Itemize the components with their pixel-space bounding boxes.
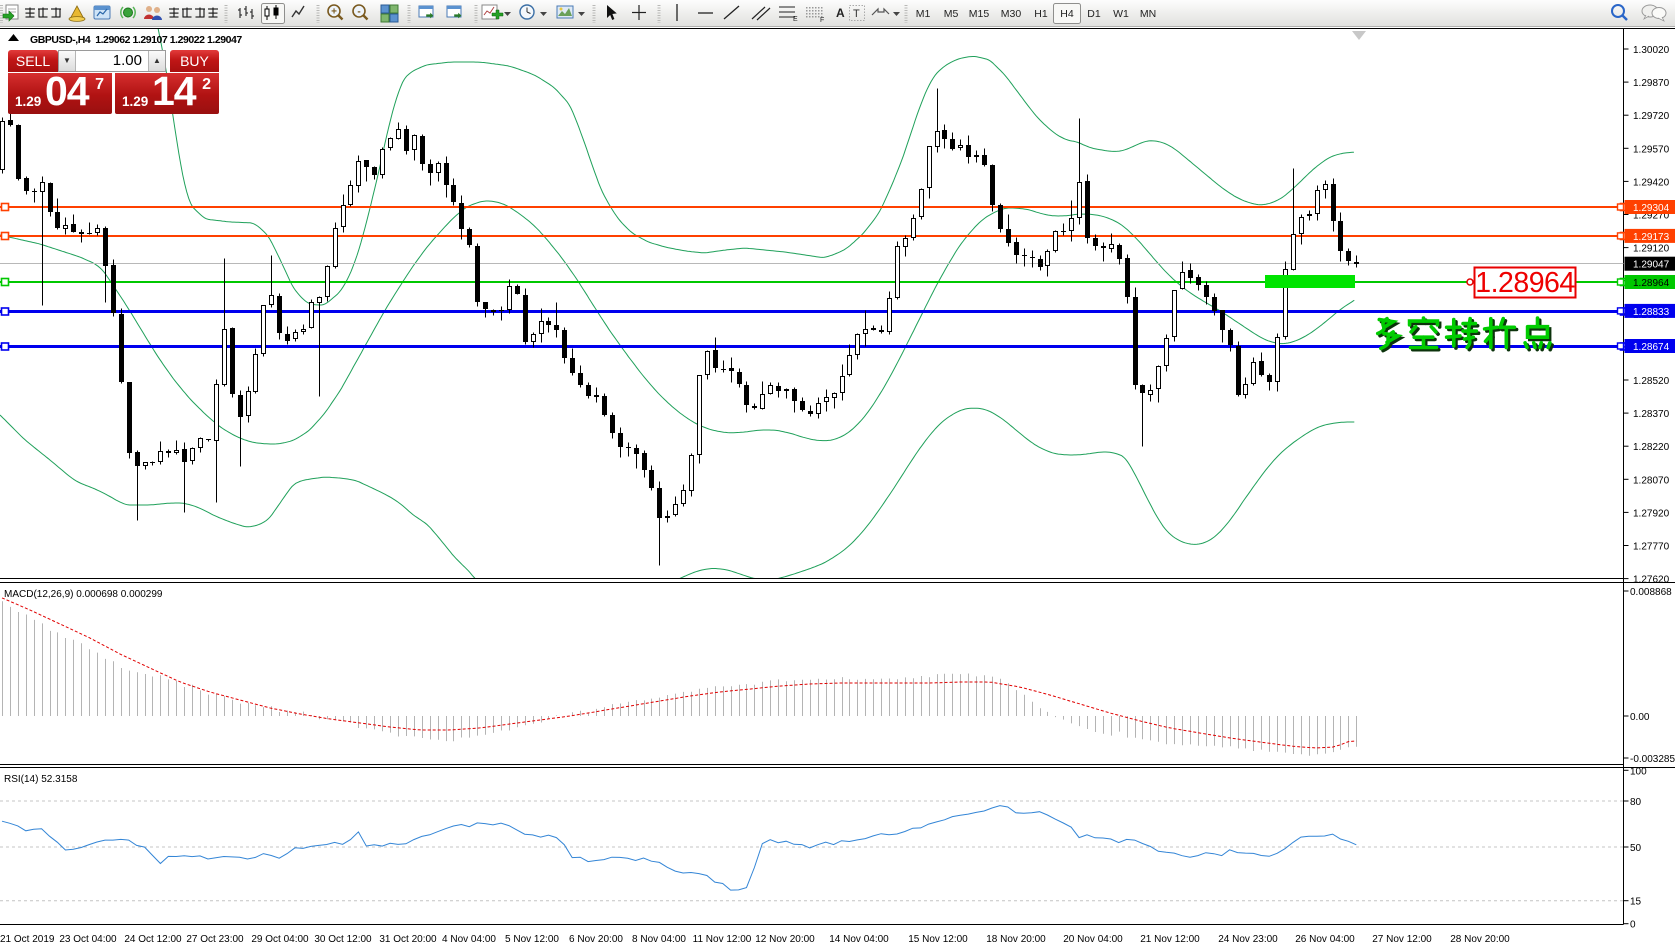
svg-text:1.28674: 1.28674 xyxy=(1633,342,1670,353)
svg-text:80: 80 xyxy=(1630,797,1642,808)
svg-text:1.30020: 1.30020 xyxy=(1633,45,1670,56)
svg-text:15 Nov 12:00: 15 Nov 12:00 xyxy=(908,934,968,945)
svg-text:0: 0 xyxy=(1630,920,1636,931)
svg-text:1.27770: 1.27770 xyxy=(1633,542,1670,553)
svg-text:6 Nov 20:00: 6 Nov 20:00 xyxy=(569,934,623,945)
svg-text:1.28520: 1.28520 xyxy=(1633,376,1670,387)
svg-text:31 Oct 20:00: 31 Oct 20:00 xyxy=(379,934,437,945)
svg-text:1.29120: 1.29120 xyxy=(1633,244,1670,255)
svg-text:GBPUSD-,H4 1.29062 1.29107 1.: GBPUSD-,H4 1.29062 1.29107 1.29022 1.290… xyxy=(30,34,242,46)
svg-text:H1: H1 xyxy=(1034,8,1048,20)
svg-text:27 Oct 23:00: 27 Oct 23:00 xyxy=(186,934,244,945)
svg-text:H4: H4 xyxy=(1060,8,1074,20)
svg-text:1.28964: 1.28964 xyxy=(1633,278,1670,289)
svg-text:1.29304: 1.29304 xyxy=(1633,203,1670,214)
svg-text:-: - xyxy=(357,7,360,18)
svg-text:1.29570: 1.29570 xyxy=(1633,144,1670,155)
svg-text:M5: M5 xyxy=(944,8,959,20)
svg-text:+: + xyxy=(331,7,337,18)
svg-text:M1: M1 xyxy=(916,8,931,20)
svg-text:4 Nov 04:00: 4 Nov 04:00 xyxy=(442,934,496,945)
svg-text:28 Nov 20:00: 28 Nov 20:00 xyxy=(1450,934,1510,945)
svg-text:12 Nov 20:00: 12 Nov 20:00 xyxy=(755,934,815,945)
svg-text:1.29720: 1.29720 xyxy=(1633,111,1670,122)
svg-text:1.29047: 1.29047 xyxy=(1633,260,1670,271)
svg-text:1.29420: 1.29420 xyxy=(1633,177,1670,188)
svg-text:1.29870: 1.29870 xyxy=(1633,78,1670,89)
svg-text:5 Nov 12:00: 5 Nov 12:00 xyxy=(505,934,559,945)
svg-text:27 Nov 12:00: 27 Nov 12:00 xyxy=(1372,934,1432,945)
svg-text:T: T xyxy=(853,8,860,20)
svg-text:RSI(14) 52.3158: RSI(14) 52.3158 xyxy=(4,774,78,785)
svg-text:W1: W1 xyxy=(1113,8,1129,20)
svg-text:1.27620: 1.27620 xyxy=(1633,575,1670,586)
svg-text:29 Oct 04:00: 29 Oct 04:00 xyxy=(251,934,309,945)
svg-text:23 Oct 04:00: 23 Oct 04:00 xyxy=(59,934,117,945)
svg-text:1.28964: 1.28964 xyxy=(1475,267,1575,299)
svg-text:D1: D1 xyxy=(1087,8,1101,20)
svg-text:A: A xyxy=(836,6,845,20)
svg-text:100: 100 xyxy=(1630,766,1647,777)
svg-text:1.28833: 1.28833 xyxy=(1633,307,1670,318)
svg-text:18 Nov 20:00: 18 Nov 20:00 xyxy=(986,934,1046,945)
svg-text:MACD(12,26,9) 0.000698 0.00029: MACD(12,26,9) 0.000698 0.000299 xyxy=(4,589,163,600)
svg-text:1.29270: 1.29270 xyxy=(1633,211,1670,222)
svg-text:14 Nov 04:00: 14 Nov 04:00 xyxy=(829,934,889,945)
svg-text:1.29173: 1.29173 xyxy=(1633,232,1670,243)
svg-text:8 Nov 04:00: 8 Nov 04:00 xyxy=(632,934,686,945)
svg-text:1.28370: 1.28370 xyxy=(1633,409,1670,420)
svg-text:21 Nov 12:00: 21 Nov 12:00 xyxy=(1140,934,1200,945)
svg-text:M15: M15 xyxy=(969,8,990,20)
svg-text:MN: MN xyxy=(1140,8,1156,20)
svg-text:11 Nov 12:00: 11 Nov 12:00 xyxy=(693,934,752,945)
svg-text:26 Nov 04:00: 26 Nov 04:00 xyxy=(1295,934,1355,945)
svg-text:F: F xyxy=(820,17,824,24)
svg-text:30 Oct 12:00: 30 Oct 12:00 xyxy=(314,934,372,945)
svg-text:1.28070: 1.28070 xyxy=(1633,475,1670,486)
svg-text:24 Oct 12:00: 24 Oct 12:00 xyxy=(124,934,182,945)
svg-text:E: E xyxy=(793,16,798,23)
svg-text:1.27920: 1.27920 xyxy=(1633,508,1670,519)
svg-text:1.28220: 1.28220 xyxy=(1633,442,1670,453)
svg-text:0.008868: 0.008868 xyxy=(1630,587,1672,598)
svg-text:50: 50 xyxy=(1630,843,1642,854)
svg-text:24 Nov 23:00: 24 Nov 23:00 xyxy=(1218,934,1278,945)
svg-text:-0.003285: -0.003285 xyxy=(1630,754,1675,765)
svg-text:21 Oct 2019: 21 Oct 2019 xyxy=(0,934,55,945)
svg-text:0.00: 0.00 xyxy=(1630,712,1650,723)
svg-text:15: 15 xyxy=(1630,897,1642,908)
svg-text:M30: M30 xyxy=(1001,8,1022,20)
svg-text:20 Nov 04:00: 20 Nov 04:00 xyxy=(1063,934,1123,945)
